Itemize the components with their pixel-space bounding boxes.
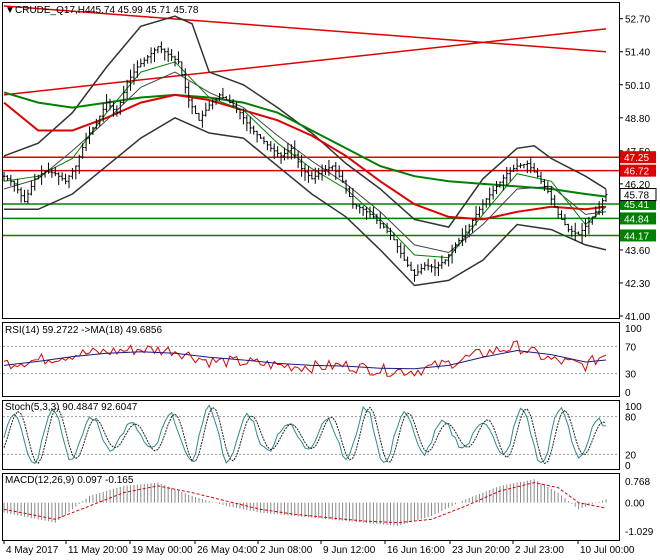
main-price-panel bbox=[2, 5, 619, 287]
x-tick-label: 26 May 04:00 bbox=[197, 545, 258, 556]
rsi-line bbox=[3, 340, 607, 377]
level-label-box bbox=[620, 212, 656, 225]
level-label-44.17: 44.17 bbox=[624, 231, 649, 242]
level-label-box bbox=[620, 164, 656, 177]
y-tick-label: 50.10 bbox=[625, 81, 650, 92]
y-tick-label: 52.70 bbox=[625, 15, 650, 26]
x-tick-label: 2 Jul 23:00 bbox=[515, 545, 564, 556]
macd-header: MACD(12,26,9) 0.097 -0.165 bbox=[5, 475, 134, 486]
level-label-box bbox=[620, 151, 656, 164]
macd-signal-line bbox=[3, 482, 607, 524]
y-tick-label: 41.00 bbox=[625, 312, 650, 323]
level-label-47.25: 47.25 bbox=[624, 153, 649, 164]
ma-fast-green bbox=[3, 61, 607, 259]
y-axis: 52.7051.4050.1048.8047.5046.2044.9043.60… bbox=[619, 15, 657, 538]
ma-mid-red bbox=[3, 93, 607, 221]
y-tick-label: 42.30 bbox=[625, 279, 650, 290]
chart-menu-triangle-icon[interactable]: ▼ bbox=[5, 5, 15, 16]
y-tick-label: 48.80 bbox=[625, 114, 650, 125]
bollinger-lower-band bbox=[4, 116, 607, 287]
x-tick-label: 10 Jul 00:00 bbox=[580, 545, 635, 556]
level-label-44.84: 44.84 bbox=[624, 214, 649, 225]
stoch-panel-frame bbox=[2, 400, 620, 470]
rsi-panel-frame bbox=[2, 322, 620, 397]
last-price-box bbox=[619, 188, 657, 202]
macd-tick-label: 0.768 bbox=[625, 477, 650, 488]
macd-panel-frame bbox=[2, 473, 620, 541]
rsi-tick-label: 30 bbox=[625, 370, 637, 381]
level-label-45.41: 45.41 bbox=[624, 200, 649, 211]
stoch-tick-label: 100 bbox=[625, 402, 642, 413]
stoch-tick-label: 80 bbox=[625, 413, 637, 424]
macd-tick-label: 0.00 bbox=[625, 499, 645, 510]
stoch-tick-label: 0 bbox=[625, 461, 631, 472]
rsi-tick-label: 70 bbox=[625, 342, 637, 353]
x-tick-label: 23 Jun 20:00 bbox=[452, 545, 510, 556]
x-tick-label: 11 May 20:00 bbox=[68, 545, 128, 556]
stoch-tick-label: 20 bbox=[625, 450, 637, 461]
main-panel-frame bbox=[2, 2, 620, 319]
rsi-header: RSI(14) 59.2722 ->MA(18) 49.6856 bbox=[5, 325, 162, 336]
macd-panel bbox=[3, 479, 607, 527]
macd-tick-label: -1.029 bbox=[625, 527, 654, 538]
y-tick-label: 43.60 bbox=[625, 246, 650, 257]
y-tick-label: 51.40 bbox=[625, 48, 650, 59]
x-axis: 4 May 2017 11 May 20:00 19 May 00:00 26 May… bbox=[3, 540, 635, 556]
rsi-panel bbox=[3, 340, 619, 377]
trendline-red-descending bbox=[3, 5, 607, 53]
stoch-panel bbox=[3, 404, 619, 465]
trendline-red-ascending bbox=[3, 28, 607, 96]
y-tick-label: 46.20 bbox=[625, 180, 650, 191]
last-price-label: 45.78 bbox=[624, 191, 649, 202]
x-tick-label: 2 Jun 08:00 bbox=[260, 545, 313, 556]
level-label-46.72: 46.72 bbox=[624, 167, 649, 178]
bollinger-upper-band bbox=[3, 15, 607, 228]
stoch-d-line bbox=[3, 406, 607, 465]
rsi-ma-line bbox=[3, 349, 607, 370]
x-tick-label: 4 May 2017 bbox=[6, 545, 59, 556]
ma-long-green bbox=[3, 91, 607, 198]
rsi-tick-label: 0 bbox=[625, 388, 631, 399]
x-tick-label: 19 May 00:00 bbox=[132, 545, 193, 556]
symbol-label: CRUDE_Q17,H4 bbox=[15, 5, 91, 16]
stoch-header: Stoch(5,3,3) 90.4847 92.6047 bbox=[5, 402, 138, 413]
x-tick-label: 16 Jun 16:00 bbox=[387, 545, 445, 556]
stoch-k-line bbox=[3, 404, 607, 465]
ma-short-black bbox=[3, 71, 607, 254]
level-label-box bbox=[620, 229, 656, 242]
ohlc-values: 45.74 45.99 45.71 45.78 bbox=[90, 5, 199, 16]
rsi-tick-label: 100 bbox=[625, 324, 642, 335]
x-tick-label: 9 Jun 12:00 bbox=[323, 545, 376, 556]
